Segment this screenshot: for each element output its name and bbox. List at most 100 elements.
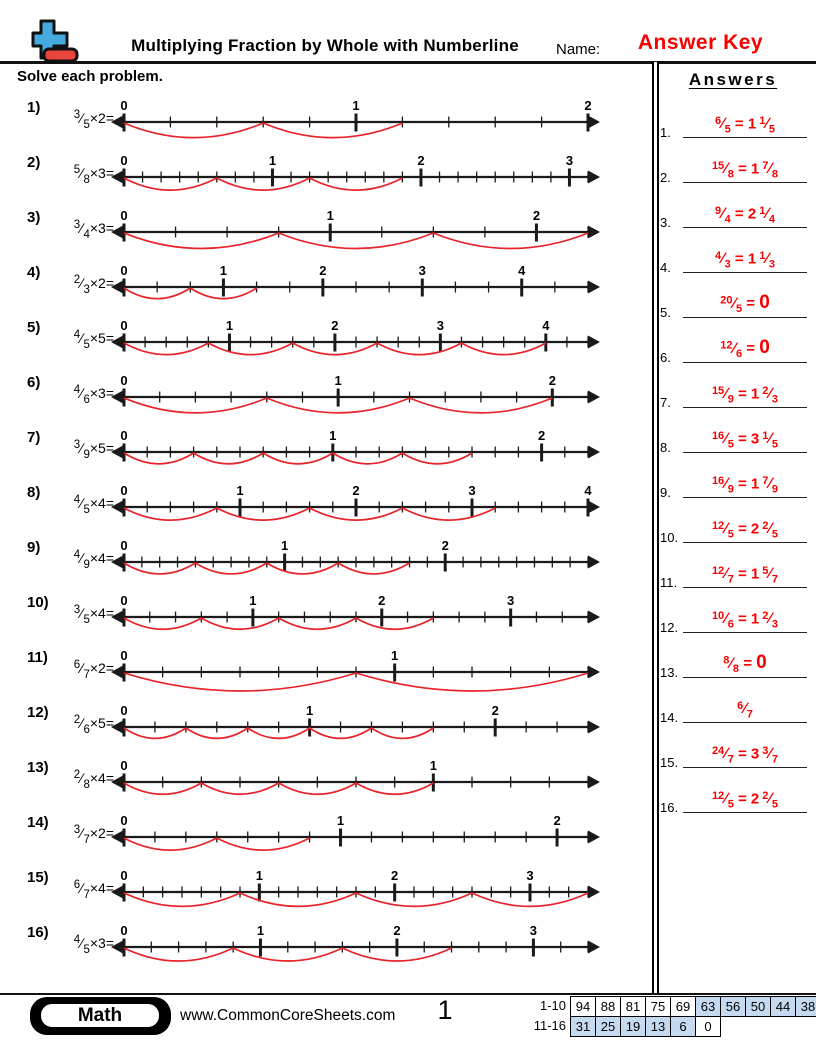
answer-blank-line — [683, 542, 807, 543]
ticks — [122, 333, 589, 352]
problem-number: 13) — [27, 759, 49, 776]
svg-text:1: 1 — [236, 483, 243, 498]
hop-arcs — [123, 122, 403, 139]
answer-number: 8. — [660, 440, 671, 455]
svg-text:0: 0 — [120, 153, 127, 168]
answer-value: 10∕6 = 1 2∕3 — [711, 609, 779, 631]
commoncoresheets-logo-icon — [20, 19, 80, 68]
answer-blank-line — [683, 632, 807, 633]
answer-blank-line — [683, 677, 807, 678]
integer-labels: 0 1 2 — [120, 813, 560, 828]
answer-blank-line — [683, 407, 807, 408]
column-divider — [652, 62, 659, 993]
svg-text:4: 4 — [584, 483, 592, 498]
answer-blank-line — [683, 767, 807, 768]
problem-row: 7) 3∕9×5= 0 1 2 — [0, 428, 652, 483]
answer-value: 12∕7 = 1 5∕7 — [711, 564, 779, 586]
number-line: 0 1 2 3 — [111, 923, 600, 962]
instructions: Solve each problem. — [17, 68, 163, 85]
ticks — [122, 883, 589, 902]
hop-arcs — [123, 342, 547, 356]
page-number: 1 — [437, 995, 453, 1025]
svg-text:1: 1 — [430, 758, 437, 773]
svg-text:1: 1 — [281, 538, 288, 553]
right-arrow-icon — [588, 115, 600, 129]
problem-row: 2) 5∕8×3= 0 1 2 3 — [0, 153, 652, 208]
svg-text:2: 2 — [442, 538, 449, 553]
left-arrow-icon — [111, 225, 123, 239]
number-line: 0 1 2 3 4 — [111, 318, 600, 356]
answer-value: 6∕5 = 1 1∕5 — [715, 114, 775, 136]
ticks — [122, 223, 589, 242]
problem-row: 12) 2∕6×5= 0 1 2 — [0, 703, 652, 758]
svg-text:1: 1 — [306, 703, 313, 718]
svg-text:1: 1 — [249, 593, 256, 608]
hop-arcs — [123, 617, 434, 631]
ticks — [122, 443, 589, 462]
number-line: 0 1 2 3 — [111, 868, 600, 908]
answer-blank-line — [683, 452, 807, 453]
integer-labels: 0 1 2 — [120, 428, 545, 443]
problem-row: 5) 4∕5×5= 0 1 2 3 4 — [0, 318, 652, 373]
problem-number: 7) — [27, 429, 41, 446]
svg-text:1: 1 — [337, 813, 344, 828]
problem-number: 3) — [27, 209, 41, 226]
problem-number: 14) — [27, 814, 49, 831]
problem-expression: 6∕7×4= — [73, 879, 114, 901]
integer-labels: 0 1 2 — [120, 373, 556, 388]
integer-labels: 0 1 2 — [120, 98, 591, 113]
answer-number: 5. — [660, 305, 671, 320]
answer-number: 12. — [660, 620, 679, 635]
problem-number: 8) — [27, 484, 41, 501]
problem-row: 16) 4∕5×3= 0 1 2 3 — [0, 923, 652, 978]
answer-number: 7. — [660, 395, 671, 410]
svg-text:4: 4 — [518, 263, 526, 278]
problem-expression: 2∕3×2= — [73, 274, 114, 296]
website-url: www.CommonCoreSheets.com — [180, 1007, 396, 1024]
svg-text:2: 2 — [417, 153, 424, 168]
ticks — [122, 388, 589, 407]
hop-arcs — [123, 287, 258, 300]
answer-blank-line — [683, 272, 807, 273]
ticks — [122, 938, 589, 957]
problem-row: 14) 3∕7×2= 0 1 2 — [0, 813, 652, 868]
svg-text:1: 1 — [329, 428, 336, 443]
svg-text:0: 0 — [120, 703, 127, 718]
answer-number: 3. — [660, 215, 671, 230]
ticks — [122, 773, 589, 792]
answers-title: Answers — [688, 70, 778, 89]
svg-text:0: 0 — [120, 483, 127, 498]
hop-arcs — [123, 782, 434, 796]
left-arrow-icon — [111, 885, 123, 899]
right-arrow-icon — [588, 665, 600, 679]
answer-value: 12∕6 = 0 — [720, 337, 770, 360]
score-cell: 63 — [695, 996, 721, 1017]
problem-expression: 2∕6×5= — [73, 714, 114, 736]
math-badge: Math — [30, 997, 171, 1035]
answer-key-label: Answer Key — [637, 31, 764, 54]
answer-blank-line — [683, 137, 807, 138]
score-cell: 25 — [595, 1016, 621, 1037]
problem-number: 4) — [27, 264, 41, 281]
svg-text:1: 1 — [257, 923, 264, 938]
answer-value: 20∕5 = 0 — [720, 292, 770, 315]
answer-value: 12∕5 = 2 2∕5 — [711, 519, 779, 541]
problem-expression: 4∕5×4= — [73, 494, 114, 516]
number-line: 0 1 2 — [111, 373, 600, 414]
answer-number: 15. — [660, 755, 679, 770]
answer-item: 16. 12∕5 = 2 2∕5 — [656, 775, 814, 815]
hop-arcs — [123, 232, 589, 250]
problem-expression: 3∕9×5= — [73, 439, 114, 461]
left-arrow-icon — [111, 775, 123, 789]
svg-text:1: 1 — [352, 98, 359, 113]
score-row-label: 11-16 — [533, 1018, 566, 1033]
ticks — [122, 113, 590, 132]
score-cell: 75 — [645, 996, 671, 1017]
number-line: 0 1 2 — [111, 428, 600, 465]
hop-arcs — [123, 177, 403, 191]
svg-text:2: 2 — [549, 373, 556, 388]
problem-row: 4) 2∕3×2= 0 1 2 3 4 — [0, 263, 652, 318]
right-arrow-icon — [588, 170, 600, 184]
number-line: 0 1 2 3 — [111, 153, 600, 191]
score-cell: 13 — [645, 1016, 671, 1037]
